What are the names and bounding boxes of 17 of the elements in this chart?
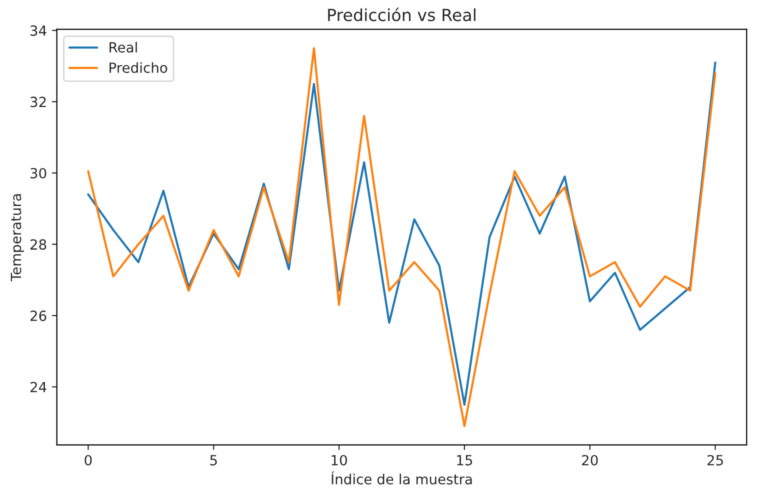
y-tick-label: 32 bbox=[30, 96, 46, 108]
legend-label: Real bbox=[110, 42, 137, 53]
chart-title: Predicción vs Real bbox=[328, 8, 476, 22]
y-tick-label: 24 bbox=[30, 382, 46, 392]
x-tick-label: 20 bbox=[582, 454, 598, 466]
y-axis-title: Temperatura bbox=[10, 194, 24, 282]
x-tick-label: 15 bbox=[457, 455, 472, 466]
legend-label: Predicho bbox=[110, 62, 168, 73]
y-tick-label: 34 bbox=[30, 25, 46, 36]
x-tick-label: 25 bbox=[707, 454, 723, 466]
x-axis-title: Índice de la muestra bbox=[332, 471, 472, 484]
x-tick-label: 10 bbox=[332, 454, 347, 466]
y-tick-label: 28 bbox=[30, 239, 46, 250]
x-tick-label: 5 bbox=[210, 455, 217, 466]
x-tick-label: 0 bbox=[84, 454, 92, 466]
y-tick-label: 30 bbox=[30, 168, 46, 178]
y-tick-label: 26 bbox=[30, 310, 46, 322]
